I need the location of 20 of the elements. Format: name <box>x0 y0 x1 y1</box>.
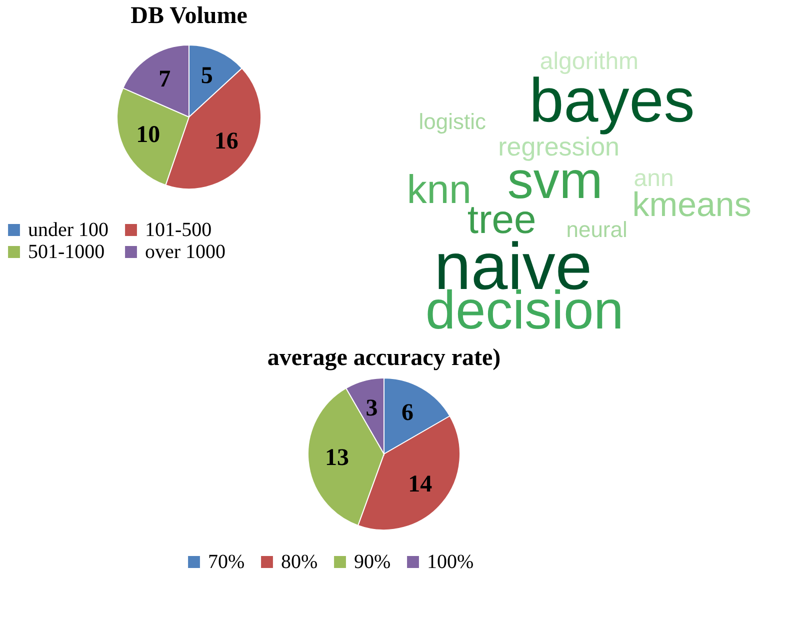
data-label: 10 <box>136 122 160 148</box>
data-label: 6 <box>402 400 414 426</box>
data-label: 13 <box>325 445 350 472</box>
legend-label: 70% <box>208 551 245 573</box>
legend-label: 101-500 <box>145 219 212 241</box>
legend-label: 501-1000 <box>28 241 105 263</box>
data-label: 16 <box>214 128 238 154</box>
legend-label: 80% <box>281 551 318 573</box>
legend-label: under 100 <box>28 219 109 241</box>
chart-title: average accuracy rate) <box>267 345 501 371</box>
data-label: 7 <box>158 66 171 93</box>
text: logistic <box>418 109 486 134</box>
legend-label: 100% <box>427 551 474 573</box>
legend-label: over 1000 <box>145 241 226 263</box>
legend-label: 90% <box>354 551 391 573</box>
data-label: 5 <box>200 63 213 90</box>
data-label: 3 <box>366 395 378 422</box>
data-label: 14 <box>408 471 432 498</box>
text: neural <box>566 217 628 242</box>
chart-title: DB Volume <box>130 3 248 29</box>
